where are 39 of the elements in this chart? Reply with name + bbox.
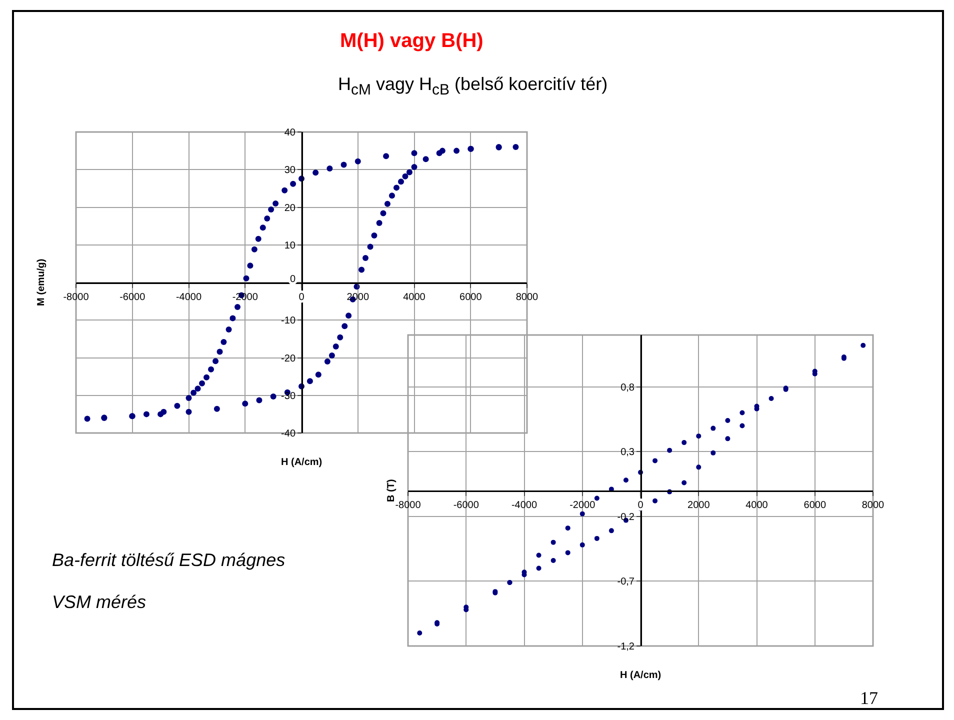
x-tick-label: -2000 xyxy=(232,292,258,303)
x-tick-label: 8000 xyxy=(862,500,885,511)
y-tick-label: 0,3 xyxy=(620,447,635,458)
y-tick-label: -1,2 xyxy=(617,642,635,652)
y-tick-label: -10 xyxy=(281,316,296,327)
y-tick-label: -20 xyxy=(281,353,296,364)
x-axis-title: H (A/cm) xyxy=(620,670,662,681)
x-tick-label: -4000 xyxy=(176,292,202,303)
x-tick-label: 2000 xyxy=(688,500,710,511)
x-tick-label: 8000 xyxy=(516,292,539,303)
x-tick-label: -8000 xyxy=(395,500,422,511)
x-tick-label: 4000 xyxy=(746,500,768,511)
y-tick-label: -30 xyxy=(281,390,296,402)
text: VSM mérés xyxy=(52,592,146,613)
y-tick-label: -0,2 xyxy=(617,512,635,523)
x-tick-label: -2000 xyxy=(570,500,596,511)
x-tick-label: -6000 xyxy=(453,500,480,511)
x-tick-label: 4000 xyxy=(403,292,426,303)
x-axis-title: H (A/cm) xyxy=(281,457,322,468)
chart-subtitle: H$_{cM}$ vagy H$_{cB}$ (belső koercitív tér) xyxy=(338,74,608,99)
x-tick-label: -6000 xyxy=(120,292,146,303)
y-tick-label: 30 xyxy=(284,165,296,176)
x-tick-label: -4000 xyxy=(511,500,538,511)
y-tick-label: -40 xyxy=(281,428,296,440)
y-tick-label: 10 xyxy=(284,240,296,252)
x-tick-label: 2000 xyxy=(346,292,370,303)
x-tick-label: 6000 xyxy=(804,500,826,511)
y-tick-label: 40 xyxy=(284,128,296,138)
y-tick-label: 0 xyxy=(290,274,296,285)
y-axis-title: B (T) xyxy=(386,479,397,502)
y-axis-title: M (emu/g) xyxy=(36,258,47,306)
y-tick-label: 20 xyxy=(284,202,296,214)
chart-title: M(H) vagy B(H) xyxy=(340,30,484,53)
text: 17 xyxy=(860,688,878,709)
x-tick-label: 6000 xyxy=(460,292,482,303)
y-tick-label: -0,7 xyxy=(617,576,635,588)
text: Ba-ferrit töltésű ESD mágnes xyxy=(52,550,286,571)
y-tick-label: 0,8 xyxy=(620,382,635,394)
x-tick-label: -8000 xyxy=(63,292,90,303)
